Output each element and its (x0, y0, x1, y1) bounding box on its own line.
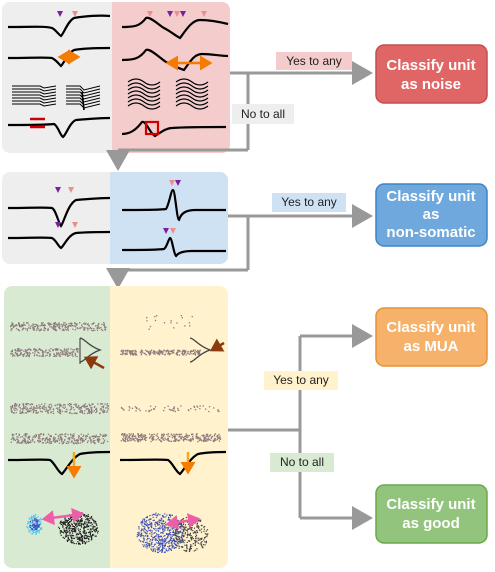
stage-noise (2, 2, 230, 153)
mua-waveforms (7, 450, 227, 476)
yes-label-non-somatic-bg (272, 193, 346, 212)
noise-left-waveforms (7, 14, 111, 139)
marker-purple (55, 187, 61, 193)
output-non-somatic-line-3: non-somatic (386, 224, 475, 241)
output-good-box (375, 484, 488, 544)
output-non-somatic-box (375, 183, 488, 247)
noise-right-stacked-traces (127, 78, 209, 110)
marker-pink (68, 187, 74, 193)
waveform-trace (7, 14, 111, 38)
stage-mua-good (4, 286, 228, 568)
stage-non-somatic-connectors: Yes to any (106, 193, 373, 289)
output-good-line-1: Classify unit (386, 496, 475, 513)
stage-non-somatic (2, 172, 228, 264)
stage-mua-good-connectors: Yes to any No to all (228, 324, 373, 530)
stage-non-somatic-panel-right (114, 172, 228, 264)
waveform-trace (7, 116, 111, 139)
marker-pink (174, 11, 180, 17)
marker-pink (72, 222, 78, 228)
marker-purple (167, 11, 173, 17)
output-noise-box (375, 44, 488, 104)
non-somatic-left-waveforms (7, 196, 111, 250)
noise-left-stacked-traces (12, 85, 101, 111)
output-good: Classify unit as good (375, 484, 488, 544)
stage-noise-connectors: Yes to any No to all (106, 52, 373, 171)
output-noise: Classify unit as noise (375, 44, 488, 104)
no-label-good-bg (270, 453, 334, 472)
waveform-trace (7, 450, 111, 476)
yes-label-mua-bg (264, 371, 338, 390)
waveform-trace (7, 230, 111, 250)
waveform-trace (119, 450, 227, 476)
output-noise-line-1: Classify unit (386, 57, 475, 74)
output-mua-line-2: as MUA (403, 338, 458, 355)
output-noise-line-2: as noise (401, 76, 461, 93)
marker-pink (170, 228, 176, 234)
yes-label-non-somatic: Yes to any (281, 195, 337, 209)
waveform-trace (121, 236, 226, 258)
stage-non-somatic-panel-left (2, 172, 118, 264)
stage-noise-panel-right (116, 2, 230, 153)
output-non-somatic: Classify unit as non-somatic (375, 183, 488, 247)
waveform-trace (121, 120, 227, 138)
output-mua-line-1: Classify unit (386, 319, 475, 336)
marker-pink (147, 11, 153, 17)
marker-purple (180, 11, 186, 17)
marker-pink (72, 11, 78, 17)
output-good-line-2: as good (402, 515, 460, 532)
cluster-distance-arrow (165, 513, 201, 530)
no-label-noise: No to all (241, 107, 285, 121)
yes-label-noise-bg (276, 52, 352, 70)
marker-pink (169, 180, 175, 186)
non-somatic-right-waveforms (121, 188, 226, 258)
marker-purple (55, 222, 61, 228)
marker-pink (201, 11, 207, 17)
output-mua: Classify unit as MUA (375, 307, 488, 367)
waveform-trace (7, 46, 111, 68)
stage-mua-good-panel-right (114, 286, 228, 568)
amplitude-curve (79, 337, 103, 363)
no-label-noise-bg (232, 104, 294, 124)
waveform-trace (121, 188, 226, 222)
baseline-marker (144, 120, 160, 136)
pointer-arrow (83, 356, 105, 370)
yes-label-noise: Yes to any (286, 54, 342, 68)
waveform-trace (121, 16, 229, 40)
scatter-bands (10, 315, 222, 445)
output-non-somatic-line-1: Classify unit (386, 188, 475, 205)
stage-noise-panel-left (2, 2, 118, 153)
waveform-trace (7, 196, 111, 228)
output-mua-box (375, 307, 488, 367)
no-label-good: No to all (280, 455, 324, 469)
yes-label-mua: Yes to any (273, 373, 329, 387)
marker-purple (163, 228, 169, 234)
output-non-somatic-line-2: as (423, 206, 440, 223)
marker-purple (57, 11, 63, 17)
cluster-distance-arrow (41, 507, 85, 526)
marker-purple (175, 180, 181, 186)
pointer-arrow (209, 338, 225, 352)
